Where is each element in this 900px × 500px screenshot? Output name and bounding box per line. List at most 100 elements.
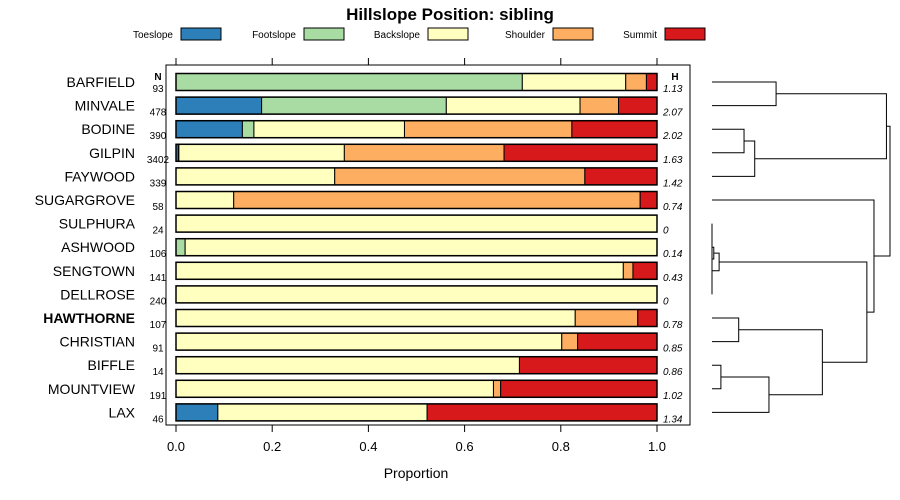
h-value-bodine: 2.02 [662, 131, 683, 142]
bar-outline-sugargrove [175, 190, 658, 210]
bar-mountview-backslope [175, 379, 494, 398]
legend-label-backslope: Backslope [374, 30, 421, 41]
bar-sugargrove-shoulder [233, 191, 641, 209]
bar-bodine-backslope [253, 120, 405, 139]
h-value-mountview: 1.02 [663, 391, 683, 402]
bar-christian-summit [577, 332, 658, 351]
dendro-merge-11 [712, 199, 875, 313]
h-value-barfield: 1.13 [663, 84, 683, 95]
category-label-hawthorne: HAWTHORNE [43, 310, 135, 326]
bar-outline-bodine [175, 119, 658, 139]
x-tick-label-1: 0.2 [263, 439, 281, 454]
bar-gilpin-backslope [178, 143, 345, 162]
legend-label-shoulder: Shoulder [505, 30, 546, 41]
x-axis: 0.0 0.2 0.4 0.6 0.8 1.0 [167, 58, 666, 454]
bar-sengtown-shoulder [622, 261, 634, 280]
bar-minvale-backslope [445, 96, 581, 115]
bar-outline-sulphura [175, 214, 658, 233]
n-value-gilpin: 3402 [147, 155, 170, 166]
bar-biffle-backslope [175, 356, 520, 375]
bar-sugargrove-summit [639, 191, 658, 209]
category-label-sugargrove: SUGARGROVE [35, 192, 135, 208]
category-label-minvale: MINVALE [75, 98, 135, 114]
chart-title: Hillslope Position: sibling [346, 5, 554, 24]
bar-mountview-summit [500, 379, 658, 398]
dendro-merge-10 [719, 261, 868, 363]
bar-outline-hawthorne [175, 308, 658, 328]
bar-christian-backslope [175, 332, 563, 351]
bar-outline-mountview [175, 379, 658, 399]
legend-swatch-backslope [427, 27, 469, 41]
x-tick-label-5: 1.0 [648, 439, 666, 454]
legend-swatch-footslope [303, 27, 345, 41]
category-label-sengtown: SENGTOWN [53, 263, 135, 279]
legend-label-toeslope: Toeslope [133, 30, 173, 41]
category-label-christian: CHRISTIAN [60, 334, 135, 350]
n-value-sugargrove: 58 [152, 202, 164, 213]
category-label-sulphura: SULPHURA [59, 216, 136, 232]
bar-outline-faywood [175, 167, 658, 186]
n-value-faywood: 339 [150, 178, 167, 189]
bar-sulphura-backslope [175, 214, 658, 233]
h-value-biffle: 0.86 [663, 367, 683, 378]
category-labels: BARFIELD 93 1.13 MINVALE 478 2.07 BODINE 390 2.0… [35, 74, 683, 425]
category-label-lax: LAX [109, 404, 136, 420]
dendro-merge-9 [738, 329, 823, 396]
h-value-sengtown: 0.43 [663, 273, 683, 284]
bar-minvale-footslope [261, 96, 447, 115]
bar-bodine-footslope [241, 120, 255, 139]
bar-outline-dellrose [175, 285, 658, 304]
category-label-gilpin: GILPIN [89, 145, 135, 161]
bar-minvale-shoulder [579, 96, 620, 115]
h-header: H [671, 72, 678, 83]
category-label-dellrose: DELLROSE [60, 286, 135, 302]
dendro-merge-4 [712, 128, 745, 154]
h-value-christian: 0.85 [663, 344, 683, 355]
h-value-sugargrove: 0.74 [663, 202, 683, 213]
bar-gilpin-shoulder [343, 143, 505, 162]
bar-sengtown-backslope [175, 261, 624, 280]
bar-outline-christian [175, 332, 658, 351]
dendro-merge-13 [754, 93, 887, 160]
legend-label-summit: Summit [623, 30, 657, 41]
dendro-merge-14 [873, 125, 891, 257]
bar-ashwood-backslope [184, 238, 658, 257]
n-value-barfield: 93 [152, 84, 164, 95]
bar-hawthorne-shoulder [574, 309, 639, 327]
category-label-bodine: BODINE [81, 121, 135, 137]
h-value-minvale: 2.07 [662, 108, 683, 119]
bar-faywood-summit [584, 167, 658, 186]
category-label-barfield: BARFIELD [67, 74, 135, 90]
category-label-biffle: BIFFLE [88, 357, 135, 373]
x-axis-label: Proportion [384, 465, 449, 481]
bar-faywood-shoulder [334, 167, 586, 186]
n-value-biffle: 14 [152, 367, 164, 378]
category-label-faywood: FAYWOOD [64, 168, 135, 184]
bar-barfield-summit [645, 73, 658, 91]
dendro-merge-3 [712, 252, 720, 272]
dendrogram [711, 81, 891, 413]
n-value-hawthorne: 107 [150, 320, 167, 331]
bar-faywood-backslope [175, 167, 336, 186]
n-value-sulphura: 24 [152, 226, 164, 237]
bar-bodine-summit [571, 120, 658, 139]
bar-outline-biffle [175, 355, 658, 375]
dendro-merge-6 [712, 317, 740, 343]
h-value-ashwood: 0.14 [663, 249, 683, 260]
h-value-dellrose: 0 [663, 296, 669, 307]
n-header: N [154, 72, 161, 83]
bar-outline-barfield [175, 72, 658, 92]
bar-mountview-shoulder [492, 379, 502, 398]
h-value-faywood: 1.42 [663, 178, 683, 189]
n-value-dellrose: 240 [150, 296, 167, 307]
h-value-hawthorne: 0.78 [663, 320, 683, 331]
x-tick-label-3: 0.6 [456, 439, 474, 454]
bar-gilpin-summit [503, 143, 658, 162]
bar-christian-shoulder [561, 332, 579, 351]
bar-outline-sengtown [175, 261, 658, 281]
n-value-sengtown: 141 [150, 273, 167, 284]
dendro-merge-12 [712, 81, 777, 107]
h-value-gilpin: 1.63 [663, 155, 683, 166]
bar-bodine-toeslope [175, 120, 243, 139]
